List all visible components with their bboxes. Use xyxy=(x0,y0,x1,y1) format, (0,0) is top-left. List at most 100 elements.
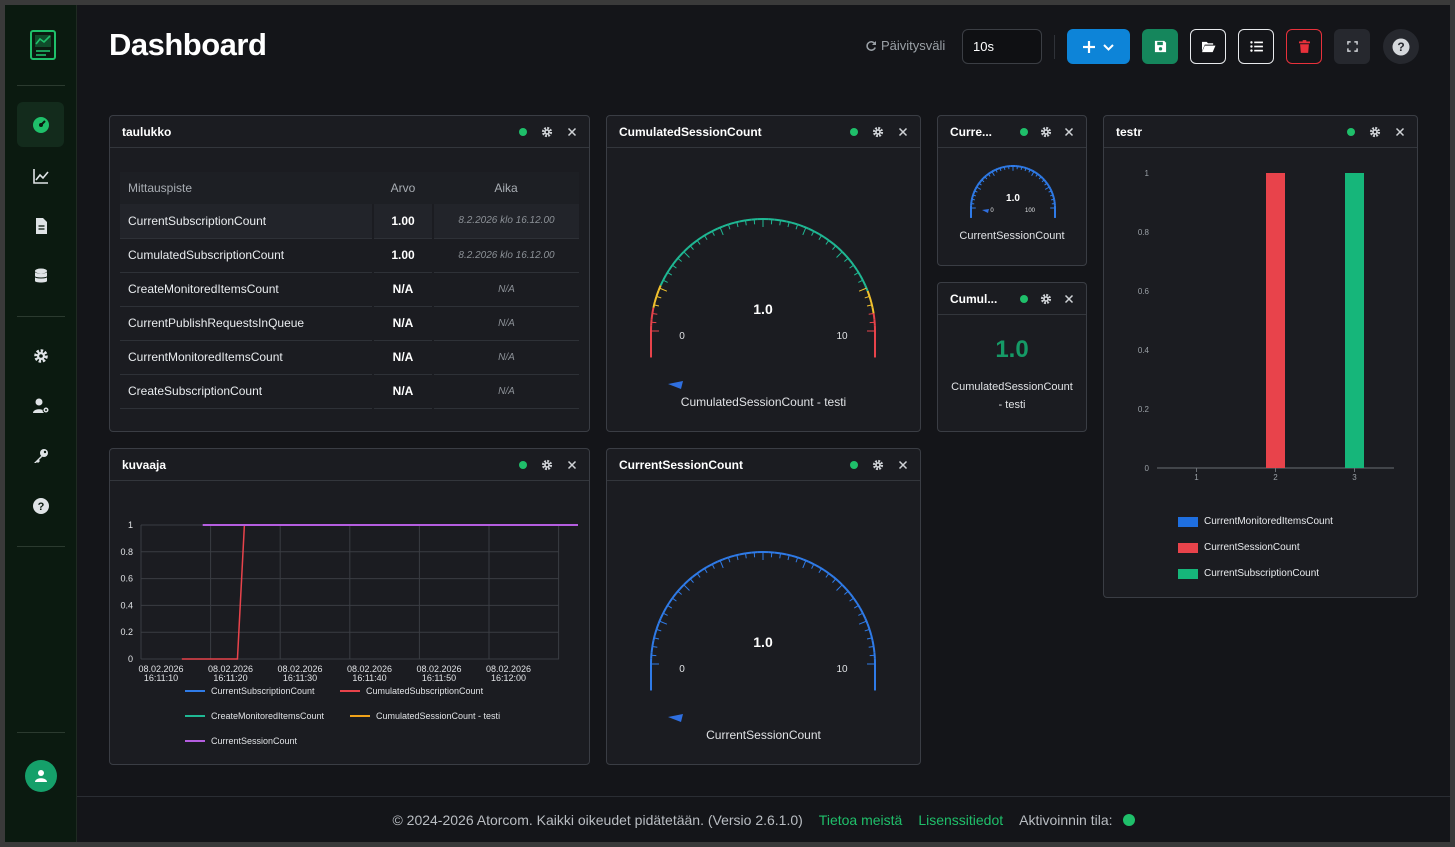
widget-header: taulukko xyxy=(110,116,589,148)
gauge-arc-segment xyxy=(823,569,830,575)
user-gear-icon xyxy=(32,398,49,413)
gauge-arc-segment xyxy=(696,569,703,575)
save-button[interactable] xyxy=(1142,29,1178,64)
open-dashboard-button[interactable] xyxy=(1190,29,1226,64)
widget-close-button[interactable] xyxy=(567,127,577,137)
gauge-tick xyxy=(779,220,782,226)
gauge-tick xyxy=(1031,171,1035,177)
gauge-arc-segment xyxy=(717,225,724,230)
column-header[interactable]: Aika xyxy=(433,172,579,204)
gauge-arc-segment xyxy=(1050,190,1054,194)
gauge-arc-segment xyxy=(706,230,713,235)
gauge-arc-segment xyxy=(999,166,1003,170)
gauge-tick xyxy=(689,245,694,250)
sidebar-item-database[interactable] xyxy=(17,253,64,298)
legend-item[interactable]: CurrentSubscriptionCount xyxy=(185,686,315,696)
gauge-arc-segment xyxy=(1033,170,1037,174)
gauge-arc-segment xyxy=(679,584,685,590)
widget-settings-button[interactable] xyxy=(1369,126,1381,138)
gauge-arc-segment xyxy=(841,251,847,257)
add-widget-button[interactable] xyxy=(1067,29,1130,64)
sidebar-divider xyxy=(17,316,65,317)
gauge-arc-segment xyxy=(797,223,804,228)
widget-settings-button[interactable] xyxy=(872,459,884,471)
table-cell-value: N/A xyxy=(372,272,433,307)
avatar[interactable] xyxy=(25,760,57,792)
gauge-arc-segment xyxy=(872,646,876,653)
column-header[interactable]: Mittauspiste xyxy=(120,172,373,204)
gauge-arc-segment xyxy=(991,169,995,173)
gauge-arc-segment xyxy=(650,313,654,320)
legend-item[interactable]: CurrentSessionCount xyxy=(185,736,297,746)
sidebar-item-help[interactable]: ? xyxy=(17,483,64,528)
table-row[interactable]: CurrentSubscriptionCount 1.00 8.2.2026 k… xyxy=(120,204,579,239)
gauge-tick xyxy=(978,182,982,186)
widget-close-button[interactable] xyxy=(898,127,908,137)
gauge-arc-segment xyxy=(802,558,809,563)
copyright-text: © 2024-2026 Atorcom. Kaikki oikeudet pid… xyxy=(392,811,803,828)
license-link[interactable]: Lisenssitiedot xyxy=(918,811,1004,828)
gauge-arc-segment xyxy=(828,239,835,245)
legend-item[interactable]: CreateMonitoredItemsCount xyxy=(185,711,324,721)
widget-settings-button[interactable] xyxy=(1040,293,1052,305)
gauge-tick xyxy=(667,272,673,276)
widget-close-button[interactable] xyxy=(1064,294,1074,304)
refresh-interval-input[interactable] xyxy=(962,29,1042,64)
sidebar-item-settings[interactable] xyxy=(17,333,64,378)
widget-close-button[interactable] xyxy=(1064,127,1074,137)
table-row[interactable]: CreateMonitoredItemsCount N/A N/A xyxy=(120,272,579,307)
widget-header: Cumul... xyxy=(938,283,1086,315)
help-button[interactable]: ? xyxy=(1383,29,1419,64)
sidebar-item-charts[interactable] xyxy=(17,153,64,198)
logo-icon[interactable] xyxy=(29,29,57,61)
gauge-arc-segment xyxy=(786,220,793,224)
widget-settings-button[interactable] xyxy=(541,459,553,471)
sidebar-item-users[interactable] xyxy=(17,383,64,428)
table-row[interactable]: CreateSubscriptionCount N/A N/A xyxy=(120,374,579,409)
sidebar-divider xyxy=(17,732,65,733)
gauge-tick xyxy=(1038,176,1042,180)
gauge-widget-small: Curre... 1.0 0 100 CurrentSessionCount xyxy=(937,115,1087,266)
gauge-chart: 1.0 0 10 xyxy=(650,218,876,389)
x-tick-label: 08.02.2026 xyxy=(277,664,322,674)
column-header[interactable]: Arvo xyxy=(373,172,433,204)
gauge-arc-segment xyxy=(866,290,871,297)
widget-close-button[interactable] xyxy=(898,460,908,470)
legend-item[interactable]: CumulatedSessionCount - testi xyxy=(350,711,500,721)
gauge-tick xyxy=(683,251,690,258)
legend-item[interactable]: CumulatedSubscriptionCount xyxy=(340,686,483,696)
fullscreen-button[interactable] xyxy=(1334,29,1370,64)
gauge-needle-marker xyxy=(668,381,683,389)
delete-dashboard-button[interactable] xyxy=(1286,29,1322,64)
widget-settings-button[interactable] xyxy=(872,126,884,138)
table-row[interactable]: CumulatedSubscriptionCount 1.00 8.2.2026… xyxy=(120,238,579,273)
table-row[interactable]: CurrentMonitoredItemsCount N/A N/A xyxy=(120,340,579,375)
x-tick-label: 16:11:10 xyxy=(144,673,178,682)
widget-settings-button[interactable] xyxy=(1040,126,1052,138)
list-button[interactable] xyxy=(1238,29,1274,64)
gauge-arc-segment xyxy=(1031,169,1035,173)
sidebar-item-reports[interactable] xyxy=(17,203,64,248)
gauge-arc-segment xyxy=(650,646,654,653)
widget-close-button[interactable] xyxy=(567,460,577,470)
gauge-tick xyxy=(696,573,701,578)
gauge-arc-segment xyxy=(774,551,781,555)
legend-item[interactable]: CurrentMonitoredItemsCount xyxy=(1178,516,1333,527)
gauge-arc-segment xyxy=(970,196,974,200)
legend-item[interactable]: CurrentSessionCount xyxy=(1178,542,1300,553)
sidebar-item-dashboard[interactable] xyxy=(17,102,64,147)
gauge-tick xyxy=(858,287,867,292)
gauge-arc-segment xyxy=(728,221,735,226)
widget-settings-button[interactable] xyxy=(541,126,553,138)
legend-item[interactable]: CurrentSubscriptionCount xyxy=(1178,568,1319,579)
gauge-tick xyxy=(744,220,747,226)
gauge-arc-segment xyxy=(733,220,740,224)
about-link[interactable]: Tietoa meistä xyxy=(818,811,903,828)
fullscreen-icon xyxy=(1346,41,1358,52)
table-cell-value: N/A xyxy=(372,374,433,409)
gauge-arc-segment xyxy=(868,296,873,303)
sidebar-item-keys[interactable] xyxy=(17,433,64,478)
y-tick-label: 1 xyxy=(1145,169,1150,178)
table-row[interactable]: CurrentPublishRequestsInQueue N/A N/A xyxy=(120,306,579,341)
widget-close-button[interactable] xyxy=(1395,127,1405,137)
